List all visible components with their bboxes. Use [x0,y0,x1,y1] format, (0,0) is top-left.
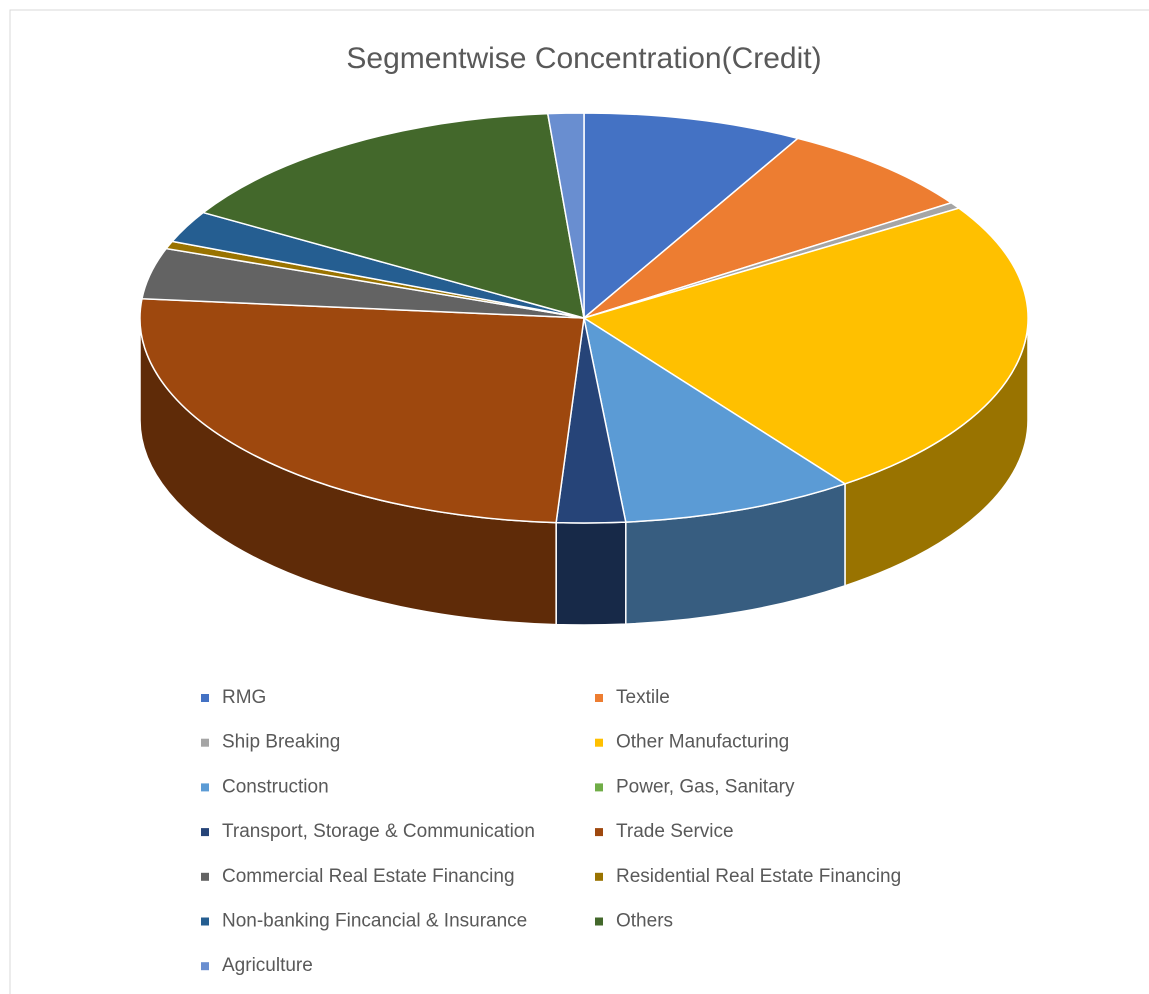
legend-swatch [201,738,209,747]
pie-slice [583,112,800,320]
legend-label: Residential Real Estate Financing [616,866,901,887]
legend-label: Others [616,911,673,932]
chart-title: Segmentwise Concentration(Credit) [346,42,821,75]
pie-slice [546,112,585,319]
legend-label: Trade Service [616,821,734,842]
legend-label: Construction [222,776,329,797]
legend-swatch [595,917,603,926]
legend-label: Ship Breaking [222,732,340,753]
legend-label: Other Manufacturing [616,732,789,753]
legend-label: Textile [616,687,670,708]
legend-label: Power, Gas, Sanitary [616,776,795,797]
pie-slice [582,207,1029,485]
pie-slice [201,112,585,320]
legend-swatch [595,738,603,747]
legend-label: Commercial Real Estate Financing [222,866,515,887]
legend-swatch [201,872,209,881]
legend-label: Non-banking Fincancial & Insurance [222,911,527,932]
legend-label: Transport, Storage & Communication [222,821,535,842]
legend-swatch [595,872,603,881]
legend-swatch [595,694,603,702]
legend-label: Agriculture [222,955,313,976]
legend-label: RMG [222,687,266,708]
legend-swatch [201,917,209,926]
pie-side [555,521,627,626]
legend-swatch [201,694,209,702]
legend-swatch [595,828,603,837]
pie-slice [582,316,847,523]
legend-swatch [595,783,603,792]
legend-swatch [201,783,209,792]
legend-swatch [201,962,209,971]
pie-slice [583,137,953,319]
legend-swatch [201,828,209,837]
pie-slice [139,297,585,524]
